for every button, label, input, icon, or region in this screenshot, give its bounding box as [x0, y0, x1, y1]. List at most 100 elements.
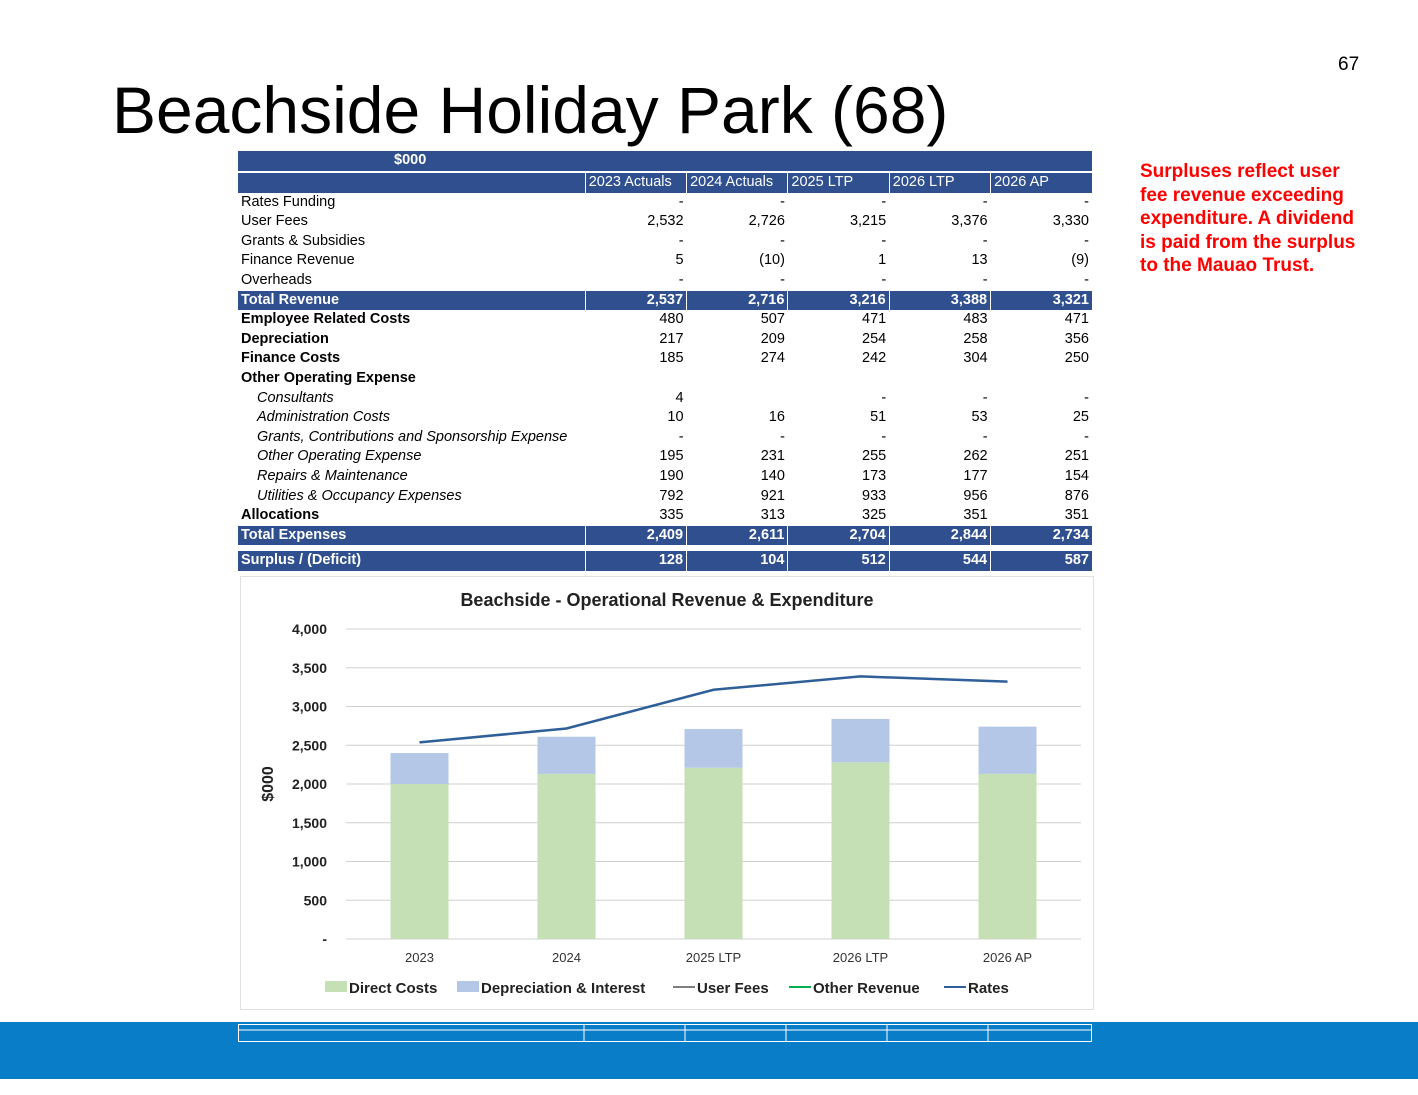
row-label: User Fees [241, 213, 308, 230]
row-value: 356 [1064, 330, 1089, 347]
row-value: 335 [659, 507, 684, 524]
column-header: 2025 LTP [787, 171, 890, 193]
y-tick-label: 3,500 [292, 660, 327, 676]
table-total-row: Surplus / (Deficit) 128 104 512 544 587 [238, 551, 1092, 571]
row-value [585, 369, 686, 389]
row-value: - [982, 271, 988, 288]
row-label: Consultants [257, 389, 334, 406]
row-value: 480 [659, 311, 684, 328]
y-tick-label: 500 [304, 892, 328, 908]
row-value: 2,537 [584, 290, 687, 311]
row-value: 313 [760, 507, 785, 524]
column-header: 2026 AP [990, 171, 1092, 193]
row-value: 2,716 [686, 290, 788, 311]
row-label: Finance Costs [241, 350, 341, 367]
row-value: - [1084, 389, 1089, 406]
table-row: Grants, Contributions and Sponsorship Ex… [238, 428, 1092, 448]
y-tick-label: 2,000 [292, 776, 327, 792]
row-value: (9) [1071, 252, 1089, 269]
row-value: 2,532 [647, 213, 684, 230]
row-value: - [780, 271, 785, 288]
row-value: 587 [990, 551, 1092, 571]
column-header: 2024 Actuals [686, 171, 788, 193]
row-label: Grants & Subsidies [241, 232, 366, 249]
bar-depreciation-interest [684, 728, 743, 768]
row-value: 471 [1064, 311, 1089, 328]
row-label: Total Revenue [238, 290, 586, 311]
table-row: Other Operating Expense 195 231 255 262 251 [238, 447, 1092, 467]
table-row: Other Operating Expense [238, 369, 1092, 389]
x-tick-label: 2026 AP [983, 950, 1032, 965]
row-value: 231 [760, 448, 785, 465]
row-value: - [1084, 193, 1089, 210]
row-value: 10 [667, 409, 684, 426]
legend-swatch [325, 981, 347, 992]
row-value: - [881, 389, 887, 406]
footer-table-lines [238, 1024, 1092, 1042]
row-value: 2,844 [888, 525, 991, 546]
bar-depreciation-interest [978, 726, 1037, 774]
bar-direct-costs [978, 773, 1037, 939]
line-rates [419, 675, 1008, 744]
row-value: - [1084, 232, 1089, 249]
row-value: 921 [760, 487, 785, 504]
legend-label: Direct Costs [349, 980, 437, 997]
legend-label: User Fees [697, 980, 769, 997]
row-value: 242 [862, 350, 887, 367]
page-number: 67 [1338, 54, 1360, 75]
row-value [687, 369, 788, 389]
bar-direct-costs [684, 767, 743, 939]
surplus-note: Surpluses reflect user fee revenue excee… [1140, 161, 1356, 277]
row-value: 507 [760, 311, 785, 328]
x-tick-label: 2024 [552, 950, 581, 965]
column-header: 2026 LTP [888, 171, 991, 193]
legend-swatch [457, 981, 479, 992]
row-value: 3,215 [849, 213, 887, 230]
row-value: 190 [659, 467, 684, 484]
row-label: Grants, Contributions and Sponsorship Ex… [257, 428, 568, 445]
row-value: - [982, 232, 988, 249]
y-tick-label: 1,500 [292, 815, 327, 831]
table-row: User Fees 2,532 2,726 3,215 3,376 3,330 [238, 212, 1092, 232]
x-tick-label: 2023 [405, 950, 434, 965]
table-row: Finance Costs 185 274 242 304 250 [238, 349, 1092, 369]
chart-title: Beachside - Operational Revenue & Expend… [460, 590, 873, 610]
row-value [788, 369, 889, 389]
row-value: 258 [963, 330, 988, 347]
row-label: Other Operating Expense [257, 448, 422, 465]
row-value: 1 [878, 252, 887, 269]
row-label: Finance Revenue [241, 252, 355, 269]
row-value: 876 [1064, 487, 1089, 504]
table-row: Consultants 4 - - - [238, 389, 1092, 409]
row-label: Administration Costs [257, 409, 390, 426]
row-value: 483 [963, 311, 988, 328]
row-value: 254 [862, 330, 887, 347]
row-value: 3,216 [787, 290, 890, 311]
row-value: 2,704 [787, 525, 890, 546]
row-value: - [1084, 428, 1089, 445]
page-title: Beachside Holiday Park (68) [112, 73, 949, 147]
row-label: Rates Funding [241, 193, 336, 210]
row-value: 128 [584, 551, 687, 571]
table-total-row: Total Expenses 2,409 2,611 2,704 2,844 2,734 [238, 525, 1092, 546]
row-value [687, 389, 788, 409]
row-value: 16 [768, 409, 785, 426]
row-value: 4 [675, 389, 684, 406]
row-value: - [678, 271, 684, 288]
row-value: 217 [659, 330, 684, 347]
table-row: Depreciation 217 209 254 258 356 [238, 330, 1092, 350]
row-label: Depreciation [241, 330, 329, 347]
row-label: Total Expenses [238, 525, 586, 546]
chart-svg: Beachside - Operational Revenue & Expend… [260, 590, 1081, 997]
unit-label: $000 [238, 151, 586, 172]
row-value: - [881, 232, 887, 249]
footer-band [0, 1022, 1418, 1079]
row-value: 262 [963, 448, 988, 465]
row-value [889, 369, 990, 389]
row-value: 2,726 [748, 213, 785, 230]
row-value: 512 [787, 551, 890, 571]
row-value: - [678, 193, 684, 210]
table-row: Grants & Subsidies - - - - - [238, 232, 1092, 252]
revenue-expenditure-chart: Beachside - Operational Revenue & Expend… [240, 576, 1094, 1010]
row-value: 25 [1072, 409, 1089, 426]
